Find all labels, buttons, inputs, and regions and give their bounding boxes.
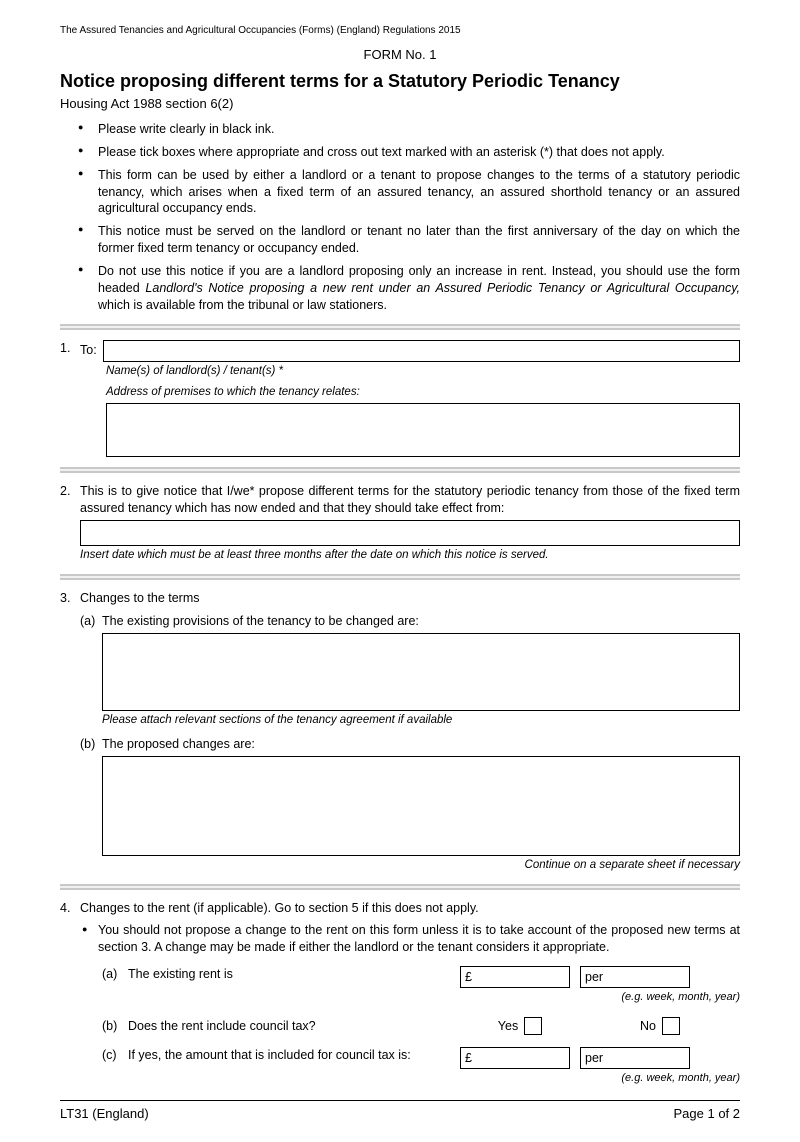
council-tax-row: (b) Does the rent include council tax? Y… (80, 1017, 740, 1035)
existing-rent-label: The existing rent is (128, 966, 460, 983)
section-number: 2. (60, 483, 80, 500)
yes-label: Yes (498, 1018, 518, 1035)
period-hint: (e.g. week, month, year) (580, 1071, 740, 1086)
instruction-text: which is available from the tribunal or … (98, 298, 387, 312)
existing-provisions-input[interactable] (102, 633, 740, 711)
yes-checkbox[interactable] (524, 1017, 542, 1035)
section-number: 4. (60, 900, 80, 917)
sub-letter-a: (a) (102, 966, 128, 983)
instructions-list: Please write clearly in black ink. Pleas… (60, 121, 740, 314)
regulation-header: The Assured Tenancies and Agricultural O… (60, 24, 740, 38)
page-title: Notice proposing different terms for a S… (60, 69, 740, 93)
instruction-item: This form can be used by either a landlo… (98, 167, 740, 218)
section-divider (60, 467, 740, 473)
section-divider (60, 574, 740, 580)
page-footer: LT31 (England) Page 1 of 2 (60, 1100, 740, 1123)
form-number: FORM No. 1 (60, 46, 740, 64)
date-input[interactable] (80, 520, 740, 546)
section-1: 1. To: Name(s) of landlord(s) / tenant(s… (60, 340, 740, 457)
page-subtitle: Housing Act 1988 section 6(2) (60, 95, 740, 113)
no-label: No (640, 1018, 656, 1035)
instruction-item: Do not use this notice if you are a land… (98, 263, 740, 314)
section-3: 3. Changes to the terms (a) The existing… (60, 590, 740, 874)
section-2: 2. This is to give notice that I/we* pro… (60, 483, 740, 564)
names-hint: Name(s) of landlord(s) / tenant(s) * (106, 364, 740, 380)
period-hint: (e.g. week, month, year) (580, 990, 740, 1005)
proposed-changes-label: The proposed changes are: (102, 736, 740, 753)
section-3-title: Changes to the terms (80, 590, 740, 607)
section-divider (60, 884, 740, 890)
section-number: 1. (60, 340, 80, 357)
instruction-item: This notice must be served on the landlo… (98, 223, 740, 257)
section-divider (60, 324, 740, 330)
council-tax-amount-input[interactable]: £ (460, 1047, 570, 1069)
council-tax-amount-row: (c) If yes, the amount that is included … (80, 1047, 740, 1086)
council-tax-label: Does the rent include council tax? (128, 1018, 460, 1035)
instruction-italic: Landlord's Notice proposing a new rent u… (145, 281, 740, 295)
existing-rent-period-input[interactable]: per (580, 966, 690, 988)
sub-letter-b: (b) (102, 1018, 128, 1035)
address-label: Address of premises to which the tenancy… (106, 385, 740, 401)
instruction-item: Please tick boxes where appropriate and … (98, 144, 740, 161)
to-input[interactable] (103, 340, 740, 362)
date-hint: Insert date which must be at least three… (80, 548, 740, 564)
rent-guidance: You should not propose a change to the r… (98, 922, 740, 956)
council-tax-amount-label: If yes, the amount that is included for … (128, 1047, 460, 1064)
existing-rent-amount-input[interactable]: £ (460, 966, 570, 988)
no-checkbox[interactable] (662, 1017, 680, 1035)
sub-letter-b: (b) (80, 736, 102, 753)
section-4: 4. Changes to the rent (if applicable). … (60, 900, 740, 1086)
proposed-changes-input[interactable] (102, 756, 740, 856)
sub-letter-a: (a) (80, 613, 102, 630)
existing-provisions-label: The existing provisions of the tenancy t… (102, 613, 740, 630)
sub-letter-c: (c) (102, 1047, 128, 1064)
footer-left: LT31 (England) (60, 1105, 149, 1123)
address-input[interactable] (106, 403, 740, 457)
continue-hint: Continue on a separate sheet if necessar… (102, 858, 740, 874)
section-4-title: Changes to the rent (if applicable). Go … (80, 900, 740, 917)
council-tax-period-input[interactable]: per (580, 1047, 690, 1069)
to-label: To: (80, 342, 97, 359)
instruction-item: Please write clearly in black ink. (98, 121, 740, 138)
attach-hint: Please attach relevant sections of the t… (102, 713, 740, 729)
section-2-text: This is to give notice that I/we* propos… (80, 483, 740, 517)
footer-right: Page 1 of 2 (674, 1105, 741, 1123)
section-number: 3. (60, 590, 80, 607)
existing-rent-row: (a) The existing rent is £ per (e.g. wee… (80, 966, 740, 1005)
